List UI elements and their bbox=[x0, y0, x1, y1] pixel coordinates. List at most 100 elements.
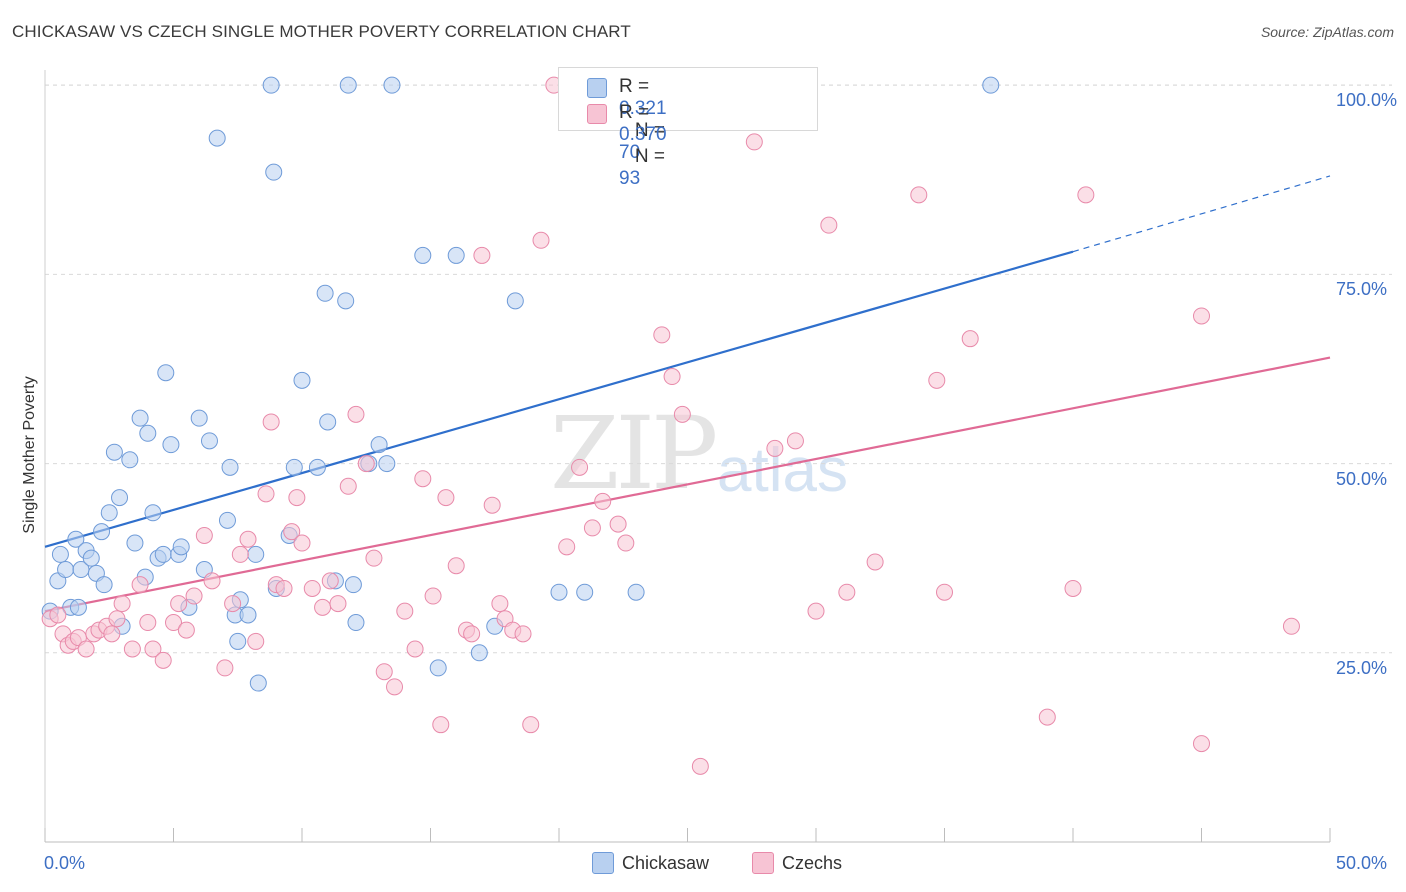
bottom-legend-label-chickasaw: Chickasaw bbox=[622, 853, 710, 873]
point-chickasaw bbox=[347, 614, 365, 632]
point-czechs bbox=[617, 534, 635, 552]
point-chickasaw bbox=[190, 409, 208, 427]
point-czechs bbox=[329, 595, 347, 613]
point-chickasaw bbox=[131, 409, 149, 427]
source-note: Source: ZipAtlas.com bbox=[1260, 24, 1394, 40]
point-czechs bbox=[910, 186, 928, 204]
point-czechs bbox=[165, 614, 182, 632]
point-chickasaw bbox=[506, 292, 524, 310]
point-chickasaw bbox=[293, 371, 311, 389]
point-czechs bbox=[339, 477, 357, 495]
point-czechs bbox=[396, 602, 414, 620]
point-czechs bbox=[447, 557, 465, 575]
point-chickasaw bbox=[383, 76, 401, 94]
point-czechs bbox=[144, 640, 162, 658]
point-chickasaw bbox=[470, 644, 488, 662]
point-chickasaw bbox=[337, 292, 355, 310]
point-czechs bbox=[866, 553, 884, 571]
point-chickasaw bbox=[144, 504, 162, 522]
point-chickasaw bbox=[95, 576, 113, 594]
point-czechs bbox=[321, 572, 339, 590]
point-czechs bbox=[473, 246, 491, 264]
point-czechs bbox=[103, 625, 121, 643]
point-czechs bbox=[532, 231, 550, 249]
point-czechs bbox=[609, 515, 627, 533]
point-chickasaw bbox=[221, 458, 239, 476]
point-czechs bbox=[928, 371, 946, 389]
point-czechs bbox=[275, 579, 293, 597]
trend-lines bbox=[44, 175, 1331, 613]
point-chickasaw bbox=[218, 511, 236, 529]
point-czechs bbox=[365, 549, 383, 567]
point-czechs bbox=[177, 621, 195, 639]
point-chickasaw bbox=[247, 545, 265, 563]
point-chickasaw bbox=[339, 76, 357, 94]
point-chickasaw bbox=[67, 530, 85, 548]
trendline-czechs bbox=[44, 356, 1331, 613]
point-chickasaw bbox=[285, 458, 303, 476]
legend-r-label: R = bbox=[619, 76, 650, 97]
point-czechs bbox=[386, 678, 404, 696]
point-czechs bbox=[766, 439, 784, 457]
bottom-legend-swatch-pink bbox=[752, 852, 774, 874]
trendline-extension-chickasaw bbox=[1072, 175, 1331, 253]
point-czechs bbox=[583, 519, 601, 537]
point-czechs bbox=[406, 640, 424, 658]
point-chickasaw bbox=[265, 163, 283, 181]
legend-n-value: 70 bbox=[619, 142, 641, 163]
legend-n-value: 93 bbox=[619, 168, 641, 189]
y-tick-label: 100.0% bbox=[1336, 90, 1398, 111]
legend-swatch-blue bbox=[587, 78, 607, 98]
point-chickasaw bbox=[154, 545, 172, 563]
grid-lines bbox=[45, 84, 1392, 654]
y-tick-label: 25.0% bbox=[1336, 657, 1388, 678]
point-czechs bbox=[49, 606, 67, 624]
point-chickasaw bbox=[172, 538, 190, 556]
x-tick-label-min: 0.0% bbox=[44, 853, 86, 873]
point-czechs bbox=[432, 716, 450, 734]
point-chickasaw bbox=[370, 436, 388, 454]
point-czechs bbox=[216, 659, 234, 677]
point-chickasaw bbox=[319, 413, 337, 431]
point-chickasaw bbox=[121, 451, 139, 469]
point-chickasaw bbox=[200, 432, 218, 450]
point-czechs bbox=[139, 614, 157, 632]
point-czechs bbox=[239, 530, 257, 548]
point-czechs bbox=[491, 595, 509, 613]
point-czechs bbox=[247, 632, 265, 650]
point-chickasaw bbox=[105, 443, 123, 461]
point-czechs bbox=[224, 595, 242, 613]
point-chickasaw bbox=[378, 455, 396, 473]
legend-r-value: 0.370 bbox=[619, 124, 667, 145]
legend-r-label: R = bbox=[619, 102, 650, 123]
point-czechs bbox=[108, 610, 126, 628]
point-czechs bbox=[303, 579, 321, 597]
legend-n-label: N = bbox=[634, 146, 665, 167]
chart-title: CHICKASAW VS CZECH SINGLE MOTHER POVERTY… bbox=[12, 22, 631, 41]
point-czechs bbox=[257, 485, 275, 503]
point-czechs bbox=[131, 576, 149, 594]
point-czechs bbox=[283, 523, 301, 541]
point-chickasaw bbox=[550, 583, 568, 601]
point-chickasaw bbox=[414, 246, 432, 264]
point-czechs bbox=[414, 470, 432, 488]
point-czechs bbox=[673, 405, 691, 423]
point-czechs bbox=[357, 455, 375, 473]
point-chickasaw bbox=[447, 246, 465, 264]
point-czechs bbox=[663, 368, 681, 386]
point-chickasaw bbox=[429, 659, 447, 677]
y-tick-label: 50.0% bbox=[1336, 468, 1388, 489]
trendline-chickasaw bbox=[44, 250, 1074, 548]
point-chickasaw bbox=[262, 76, 280, 94]
point-chickasaw bbox=[111, 489, 129, 507]
point-chickasaw bbox=[239, 606, 257, 624]
point-czechs bbox=[936, 583, 953, 601]
point-czechs bbox=[231, 545, 249, 563]
point-chickasaw bbox=[93, 523, 111, 541]
correlation-legend: R = 0.321 N = 70 R = 0.370 N = 93 bbox=[558, 67, 818, 189]
point-czechs bbox=[483, 496, 501, 514]
bottom-legend-label-czechs: Czechs bbox=[782, 853, 843, 873]
point-czechs bbox=[1038, 708, 1056, 726]
point-czechs bbox=[288, 489, 306, 507]
